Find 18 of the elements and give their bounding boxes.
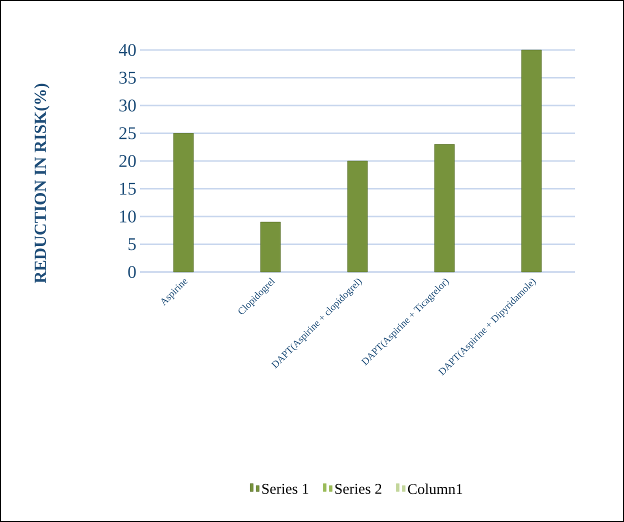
y-tick-label: 5	[128, 238, 136, 250]
bar	[173, 133, 194, 272]
y-tick-label: 35	[119, 72, 136, 84]
legend-label: Series 2	[335, 484, 382, 494]
bar	[434, 144, 455, 272]
bar	[521, 50, 542, 272]
y-tick-label: 20	[119, 154, 136, 168]
y-tick-label: 0	[128, 266, 136, 278]
legend-label: Series 1	[262, 484, 308, 494]
y-tick-label: 10	[120, 210, 136, 223]
y-tick-label: 15	[120, 182, 136, 195]
bar	[260, 222, 281, 272]
bar	[347, 160, 368, 272]
y-tick-label: 25	[119, 127, 136, 140]
y-tick-label: 40	[118, 44, 136, 56]
legend-label: Column1	[408, 484, 462, 494]
y-axis-title: REDUCTION IN RISK(%)	[34, 84, 50, 284]
y-tick-label: 30	[119, 99, 136, 112]
